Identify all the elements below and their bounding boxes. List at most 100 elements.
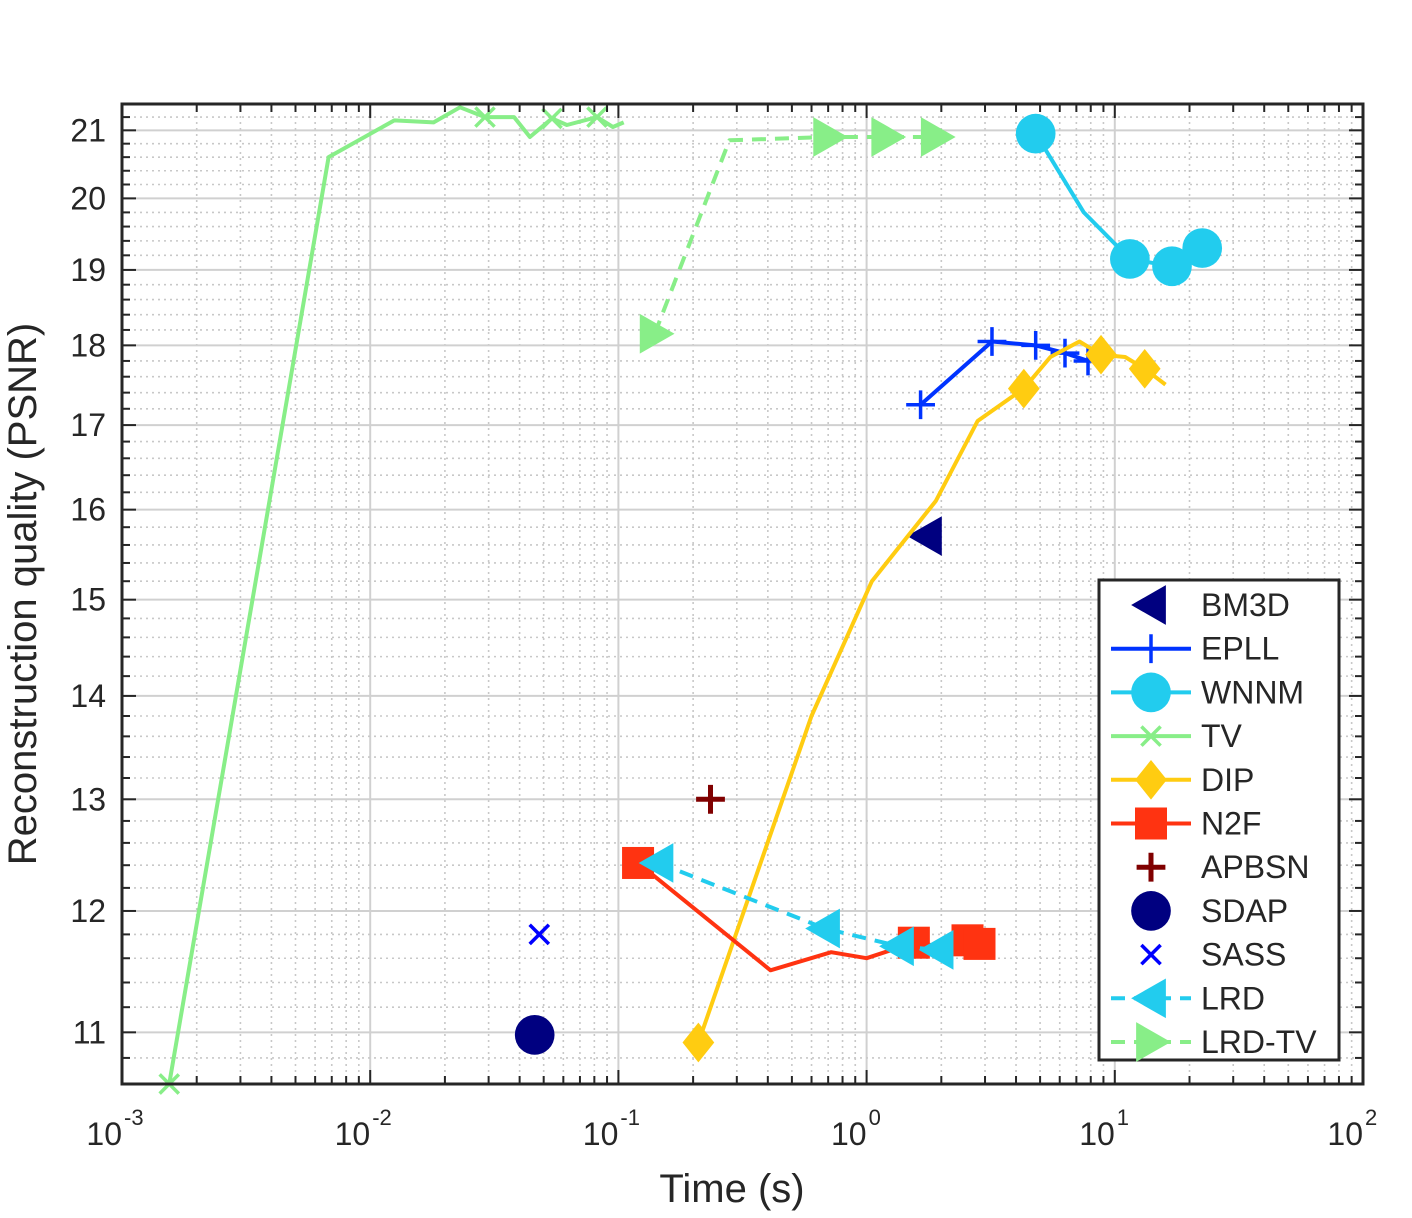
data-point-tv — [541, 107, 563, 130]
data-point-dip — [1085, 334, 1117, 375]
data-point-lrd-tv — [920, 117, 956, 157]
y-axis-label: Reconstruction quality (PSNR) — [1, 323, 45, 865]
legend-entry-epll: EPLL — [1111, 631, 1279, 667]
x-tick-base: 10 — [86, 1116, 122, 1152]
data-point-lrd — [879, 926, 914, 967]
series-sdap — [514, 1015, 555, 1055]
series-tv — [158, 105, 625, 1095]
legend-entry-n2f: N2F — [1111, 806, 1261, 842]
legend-label-bm3d: BM3D — [1201, 587, 1290, 623]
x-tick-exponent: -3 — [124, 1105, 144, 1130]
legend-entry-dip: DIP — [1111, 759, 1254, 800]
x-tick-exponent: -2 — [372, 1105, 392, 1130]
data-point-dip — [1128, 348, 1161, 389]
data-series — [158, 105, 1223, 1095]
x-tick-base: 10 — [831, 1116, 867, 1152]
data-point-bm3d — [907, 516, 942, 556]
data-point-wnnm — [1152, 246, 1192, 287]
series-dip — [682, 334, 1167, 1063]
data-point-wnnm — [1182, 228, 1223, 268]
series-sass — [528, 923, 551, 946]
legend-label-lrd: LRD — [1201, 980, 1265, 1016]
legend-label-wnnm: WNNM — [1201, 674, 1304, 710]
legend-entry-sass: SASS — [1140, 937, 1286, 973]
legend-label-tv: TV — [1201, 718, 1243, 754]
y-tick-label: 11 — [73, 1014, 106, 1050]
legend-marker-dip — [1135, 759, 1167, 800]
data-point-epll — [906, 390, 935, 420]
x-tick-base: 10 — [335, 1116, 371, 1152]
x-tick-exponent: 0 — [869, 1105, 881, 1130]
legend-entry-apbsn: APBSN — [1136, 849, 1309, 885]
legend-label-epll: EPLL — [1201, 631, 1279, 667]
series-line-lrd — [657, 861, 939, 952]
x-tick-base: 10 — [1079, 1116, 1115, 1152]
legend-label-apbsn: APBSN — [1201, 849, 1309, 885]
x-tick-base: 10 — [583, 1116, 619, 1152]
data-point-apbsn — [696, 784, 725, 814]
x-tick-label: 10 -3 — [86, 1105, 143, 1152]
data-point-n2f — [963, 927, 996, 960]
data-point-epll — [977, 327, 1007, 356]
data-point-lrd — [918, 930, 954, 970]
legend-marker-n2f — [1135, 807, 1167, 840]
legend-marker-tv — [1140, 725, 1162, 747]
legend-label-lrd-tv: LRD-TV — [1201, 1024, 1317, 1060]
y-tick-label: 12 — [70, 893, 106, 929]
plot-frame — [120, 102, 1365, 1086]
legend-entry-lrd: LRD — [1111, 978, 1265, 1019]
series-apbsn — [696, 784, 725, 814]
x-tick-exponent: 1 — [1117, 1105, 1129, 1130]
series-bm3d — [907, 516, 942, 556]
legend-label-dip: DIP — [1201, 762, 1254, 798]
x-tick-exponent: -1 — [620, 1105, 640, 1130]
legend-marker-apbsn — [1136, 852, 1166, 882]
data-point-tv — [586, 106, 608, 128]
x-tick-label: 10 -2 — [335, 1105, 392, 1152]
y-tick-label: 21 — [70, 112, 106, 148]
data-point-epll — [1021, 330, 1051, 360]
legend-label-sdap: SDAP — [1201, 893, 1288, 929]
legend-marker-bm3d — [1131, 585, 1166, 625]
y-tick-label: 14 — [70, 678, 106, 714]
legend-entry-bm3d: BM3D — [1131, 585, 1290, 625]
legend-entry-lrd-tv: LRD-TV — [1111, 1022, 1317, 1062]
y-tick-label: 19 — [70, 252, 106, 288]
legend-marker-lrd-tv — [1136, 1022, 1171, 1062]
legend-marker-epll — [1136, 634, 1166, 664]
legend-marker-wnnm — [1131, 672, 1171, 713]
y-tick-label: 13 — [70, 781, 106, 817]
series-lrd — [638, 843, 954, 970]
x-tick-label: 10 0 — [831, 1105, 881, 1152]
y-tick-label: 20 — [70, 180, 106, 216]
legend-marker-sdap — [1131, 891, 1171, 931]
data-point-dip — [682, 1022, 715, 1063]
legend-entry-tv: TV — [1111, 718, 1243, 754]
data-point-lrd — [805, 908, 840, 949]
data-point-dip — [1007, 368, 1040, 409]
y-tick-label: 18 — [70, 327, 106, 363]
data-point-sass — [528, 923, 551, 946]
y-tick-label: 17 — [70, 407, 106, 443]
data-point-lrd-tv — [639, 313, 675, 354]
legend-marker-sass — [1140, 943, 1162, 966]
series-wnnm — [1015, 113, 1223, 287]
y-tick-label: 15 — [70, 582, 106, 618]
x-tick-label: 10 1 — [1079, 1105, 1129, 1152]
axes — [120, 102, 1365, 1086]
x-tick-label: 10 2 — [1327, 1105, 1377, 1152]
data-point-tv — [474, 106, 496, 128]
legend-entry-wnnm: WNNM — [1111, 672, 1304, 713]
legend-marker-lrd — [1131, 978, 1166, 1019]
series-lrd-tv — [639, 117, 956, 354]
data-point-lrd-tv — [813, 117, 848, 157]
x-tick-exponent: 2 — [1365, 1105, 1377, 1130]
legend: BM3D EPLL WNNM TV DIP N2F APBSN SDAP SASS LRD LRD-… — [1097, 578, 1341, 1062]
x-axis-label: Time (s) — [659, 1167, 804, 1211]
legend-label-sass: SASS — [1201, 937, 1286, 973]
data-point-wnnm — [1110, 239, 1150, 279]
data-point-wnnm — [1015, 113, 1056, 154]
x-tick-base: 10 — [1327, 1116, 1363, 1152]
